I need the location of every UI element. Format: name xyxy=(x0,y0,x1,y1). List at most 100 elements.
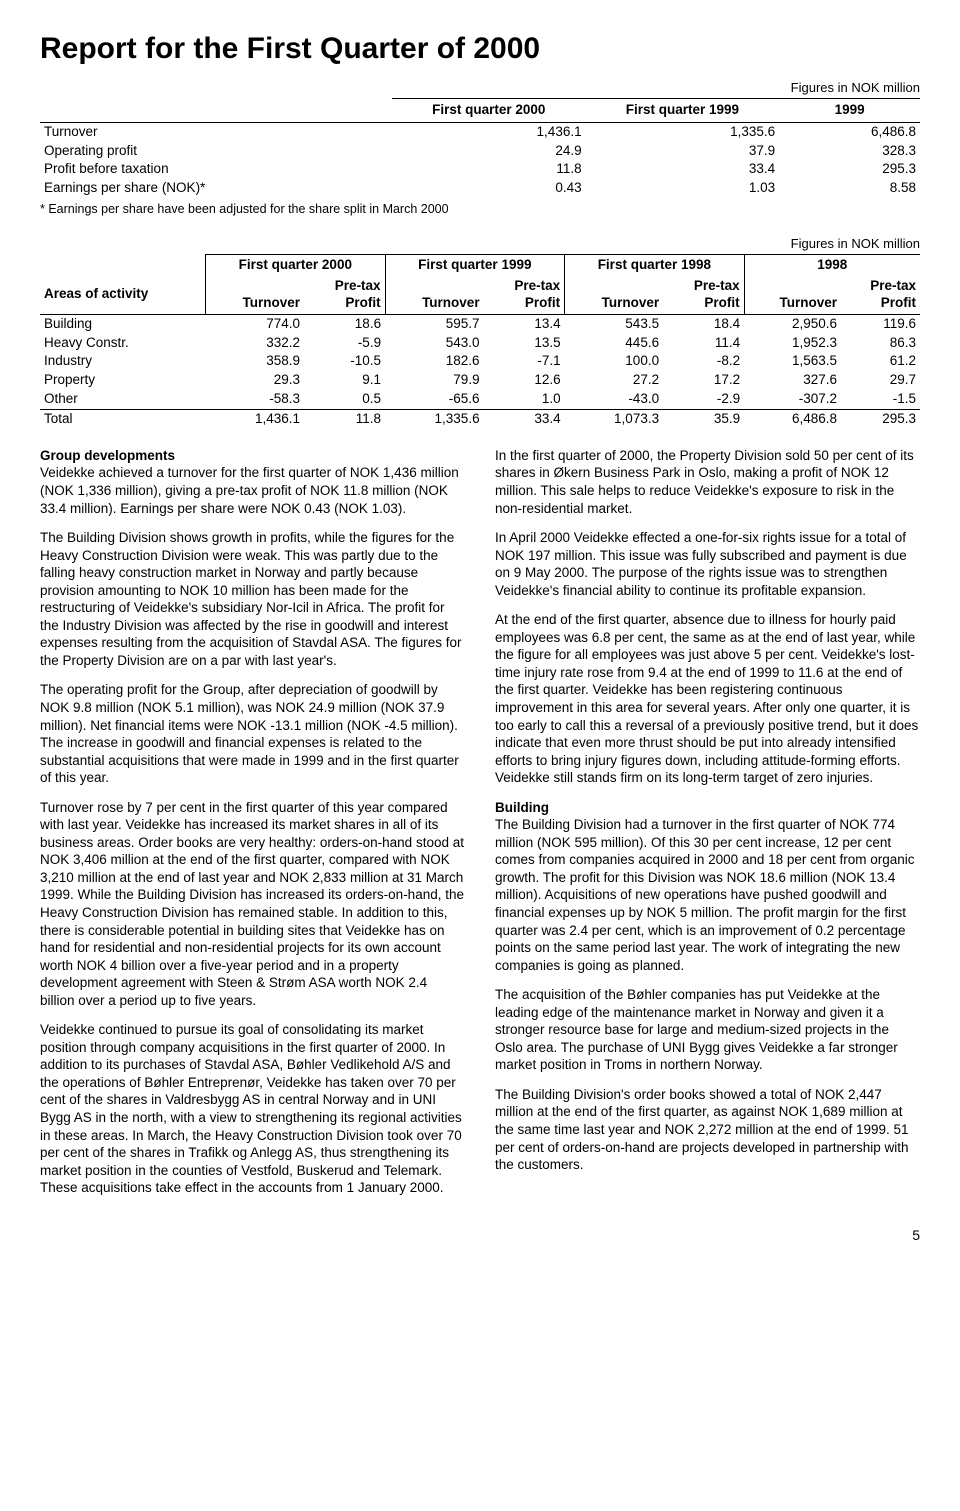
activity-row-val: 2,950.6 xyxy=(744,314,841,333)
activity-row-val: 86.3 xyxy=(841,334,920,353)
summary-row-c2: 37.9 xyxy=(586,142,780,161)
activity-subhead-col: Turnover xyxy=(206,276,305,314)
activity-caption: Figures in NOK million xyxy=(40,236,920,252)
activity-row-label: Industry xyxy=(40,352,206,371)
summary-row-c3: 8.58 xyxy=(779,179,920,198)
section-head-group-dev: Group developments xyxy=(40,447,465,465)
activity-row-val: 13.5 xyxy=(484,334,565,353)
summary-row-c1: 1,436.1 xyxy=(392,122,586,141)
activity-row-val: 332.2 xyxy=(206,334,305,353)
activity-group-3: First quarter 1998 xyxy=(565,255,745,276)
activity-subhead-col: Turnover xyxy=(744,276,841,314)
activity-row-val: -307.2 xyxy=(744,390,841,409)
body-p2: The Building Division shows growth in pr… xyxy=(40,529,465,669)
summary-head-2: First quarter 1999 xyxy=(586,98,780,122)
activity-row-val: -7.1 xyxy=(484,352,565,371)
body-p6: In the first quarter of 2000, the Proper… xyxy=(495,447,920,517)
activity-row-label: Building xyxy=(40,314,206,333)
activity-total-val: 1,436.1 xyxy=(206,410,305,429)
section-head-building: Building xyxy=(495,799,920,817)
activity-row-val: -65.6 xyxy=(385,390,484,409)
summary-row-label: Profit before taxation xyxy=(40,160,392,179)
activity-row-val: 1,563.5 xyxy=(744,352,841,371)
activity-subhead-col: Turnover xyxy=(565,276,664,314)
activity-row: Other-58.30.5-65.61.0-43.0-2.9-307.2-1.5 xyxy=(40,390,920,409)
activity-row-val: 9.1 xyxy=(304,371,385,390)
summary-row-c1: 24.9 xyxy=(392,142,586,161)
page-title: Report for the First Quarter of 2000 xyxy=(40,30,920,68)
activity-subhead-col: Pre-taxProfit xyxy=(484,276,565,314)
body-p3: The operating profit for the Group, afte… xyxy=(40,681,465,786)
activity-subhead-col: Pre-taxProfit xyxy=(663,276,744,314)
activity-row-val: 0.5 xyxy=(304,390,385,409)
activity-total-val: 1,073.3 xyxy=(565,410,664,429)
activity-row-val: 543.5 xyxy=(565,314,664,333)
summary-footnote: * Earnings per share have been adjusted … xyxy=(40,202,920,218)
activity-row-val: 11.4 xyxy=(663,334,744,353)
summary-row: Profit before taxation11.833.4295.3 xyxy=(40,160,920,179)
activity-total-val: 1,335.6 xyxy=(385,410,484,429)
activity-row-val: 18.4 xyxy=(663,314,744,333)
activity-row-val: -10.5 xyxy=(304,352,385,371)
activity-row: Heavy Constr.332.2-5.9543.013.5445.611.4… xyxy=(40,334,920,353)
activity-row: Property29.39.179.912.627.217.2327.629.7 xyxy=(40,371,920,390)
activity-row-val: -1.5 xyxy=(841,390,920,409)
activity-subhead-col: Pre-taxProfit xyxy=(304,276,385,314)
activity-row-label: Heavy Constr. xyxy=(40,334,206,353)
activity-row: Industry358.9-10.5182.6-7.1100.0-8.21,56… xyxy=(40,352,920,371)
summary-row-c2: 1.03 xyxy=(586,179,780,198)
activity-total-row: Total1,436.111.81,335.633.41,073.335.96,… xyxy=(40,410,920,429)
activity-total-val: 11.8 xyxy=(304,410,385,429)
activity-row-val: 12.6 xyxy=(484,371,565,390)
summary-row: Operating profit24.937.9328.3 xyxy=(40,142,920,161)
summary-row-c3: 295.3 xyxy=(779,160,920,179)
body-p11: The Building Division's order books show… xyxy=(495,1086,920,1174)
activity-total-label: Total xyxy=(40,410,206,429)
summary-row-c3: 6,486.8 xyxy=(779,122,920,141)
activity-row-val: 29.3 xyxy=(206,371,305,390)
body-p8: At the end of the first quarter, absence… xyxy=(495,611,920,786)
summary-row-c2: 1,335.6 xyxy=(586,122,780,141)
activity-row-val: 595.7 xyxy=(385,314,484,333)
activity-group-1: First quarter 2000 xyxy=(206,255,386,276)
body-p10: The acquisition of the Bøhler companies … xyxy=(495,986,920,1074)
page-number: 5 xyxy=(40,1227,920,1245)
summary-caption: Figures in NOK million xyxy=(40,80,920,96)
summary-row-c3: 328.3 xyxy=(779,142,920,161)
activity-row-val: 543.0 xyxy=(385,334,484,353)
activity-row-val: 27.2 xyxy=(565,371,664,390)
activity-row-label: Other xyxy=(40,390,206,409)
summary-row-label: Operating profit xyxy=(40,142,392,161)
activity-row-val: 13.4 xyxy=(484,314,565,333)
activity-subhead-col: Turnover xyxy=(385,276,484,314)
summary-row-label: Earnings per share (NOK)* xyxy=(40,179,392,198)
summary-row: Turnover1,436.11,335.66,486.8 xyxy=(40,122,920,141)
activity-row-val: 358.9 xyxy=(206,352,305,371)
activity-row-val: 79.9 xyxy=(385,371,484,390)
summary-row: Earnings per share (NOK)*0.431.038.58 xyxy=(40,179,920,198)
body-text: Group developments Veidekke achieved a t… xyxy=(40,447,920,1197)
activity-row-val: 182.6 xyxy=(385,352,484,371)
activity-row-val: 1.0 xyxy=(484,390,565,409)
summary-head-blank xyxy=(40,98,392,122)
body-p7: In April 2000 Veidekke effected a one-fo… xyxy=(495,529,920,599)
activity-total-val: 33.4 xyxy=(484,410,565,429)
activity-row-val: 327.6 xyxy=(744,371,841,390)
summary-row-c1: 11.8 xyxy=(392,160,586,179)
summary-head-1: First quarter 2000 xyxy=(392,98,586,122)
activity-row-val: 29.7 xyxy=(841,371,920,390)
body-p5: Veidekke continued to pursue its goal of… xyxy=(40,1021,465,1196)
activity-row-val: 774.0 xyxy=(206,314,305,333)
activity-row: Building774.018.6595.713.4543.518.42,950… xyxy=(40,314,920,333)
summary-head-3: 1999 xyxy=(779,98,920,122)
activity-subhead-col: Pre-taxProfit xyxy=(841,276,920,314)
activity-row-val: 100.0 xyxy=(565,352,664,371)
activity-row-val: 119.6 xyxy=(841,314,920,333)
activity-row-val: -58.3 xyxy=(206,390,305,409)
activity-row-val: 445.6 xyxy=(565,334,664,353)
activity-total-val: 35.9 xyxy=(663,410,744,429)
activity-row-val: -2.9 xyxy=(663,390,744,409)
body-p4: Turnover rose by 7 per cent in the first… xyxy=(40,799,465,1010)
activity-row-val: 1,952.3 xyxy=(744,334,841,353)
activity-row-val: -8.2 xyxy=(663,352,744,371)
